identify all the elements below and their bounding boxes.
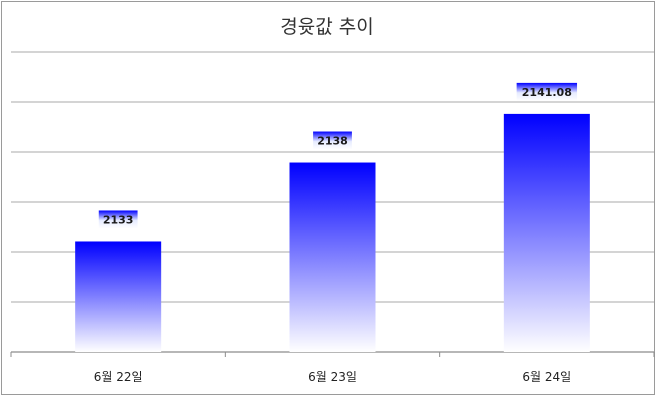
x-axis: 6월 22일 6월 23일 6월 24일	[10, 352, 655, 384]
data-label-box	[516, 82, 578, 101]
data-label-box	[98, 210, 138, 229]
bars	[75, 113, 590, 352]
bar	[75, 241, 162, 352]
chart-title: 경윳값 추이	[280, 16, 374, 38]
data-labels: 2133 2138 2141.08	[98, 82, 578, 229]
x-tick-label: 6월 23일	[308, 370, 357, 384]
x-tick-label: 6월 24일	[522, 370, 571, 384]
data-label: 2141.08	[522, 86, 572, 99]
bar	[503, 113, 590, 352]
data-label-box	[313, 131, 352, 150]
bar	[289, 162, 376, 352]
x-tick-label: 6월 22일	[94, 370, 143, 384]
data-label: 2138	[317, 135, 348, 148]
data-label: 2133	[103, 213, 134, 226]
